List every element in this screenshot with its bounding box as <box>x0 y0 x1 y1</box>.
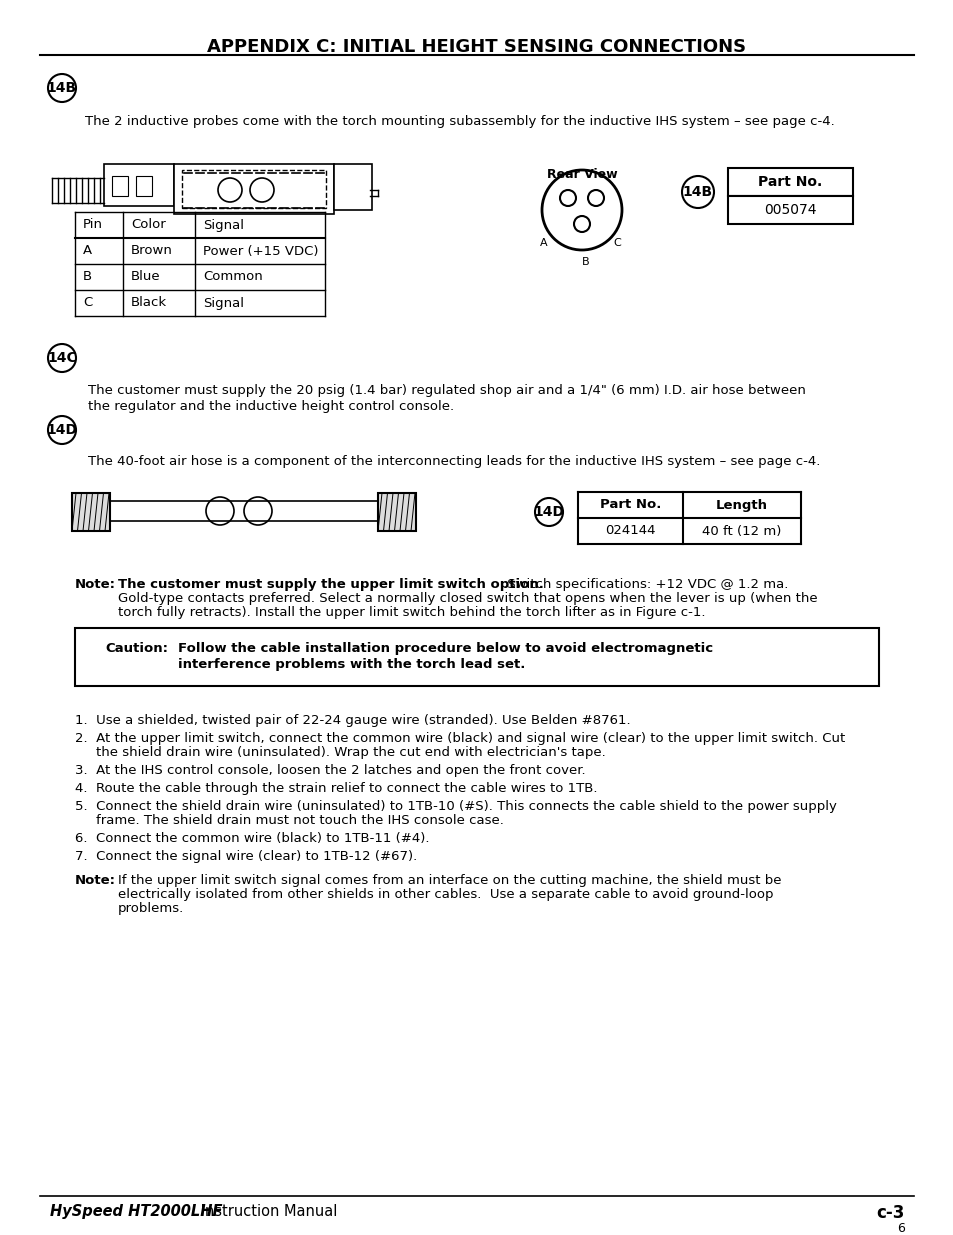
Text: the regulator and the inductive height control console.: the regulator and the inductive height c… <box>88 400 454 412</box>
Text: 7.  Connect the signal wire (clear) to 1TB-12 (#67).: 7. Connect the signal wire (clear) to 1T… <box>75 850 416 863</box>
Text: Switch specifications: +12 VDC @ 1.2 ma.: Switch specifications: +12 VDC @ 1.2 ma. <box>502 578 787 592</box>
Text: APPENDIX C: INITIAL HEIGHT SENSING CONNECTIONS: APPENDIX C: INITIAL HEIGHT SENSING CONNE… <box>207 38 746 56</box>
FancyBboxPatch shape <box>334 164 372 210</box>
FancyBboxPatch shape <box>173 164 334 214</box>
FancyBboxPatch shape <box>377 493 416 531</box>
Text: The customer must supply the upper limit switch option.: The customer must supply the upper limit… <box>118 578 543 592</box>
Text: Blue: Blue <box>131 270 160 284</box>
Text: electrically isolated from other shields in other cables.  Use a separate cable : electrically isolated from other shields… <box>118 888 773 902</box>
Text: c-3: c-3 <box>876 1204 904 1221</box>
FancyBboxPatch shape <box>104 164 173 206</box>
Text: 14D: 14D <box>47 424 77 437</box>
Text: 3.  At the IHS control console, loosen the 2 latches and open the front cover.: 3. At the IHS control console, loosen th… <box>75 764 585 777</box>
Text: Pin: Pin <box>83 219 103 231</box>
FancyBboxPatch shape <box>727 196 852 224</box>
Text: B: B <box>581 257 589 267</box>
Text: 1.  Use a shielded, twisted pair of 22-24 gauge wire (stranded). Use Belden #876: 1. Use a shielded, twisted pair of 22-24… <box>75 714 630 727</box>
Text: Color: Color <box>131 219 166 231</box>
Text: If the upper limit switch signal comes from an interface on the cutting machine,: If the upper limit switch signal comes f… <box>118 874 781 887</box>
Text: frame. The shield drain must not touch the IHS console case.: frame. The shield drain must not touch t… <box>96 814 503 827</box>
Text: problems.: problems. <box>118 902 184 915</box>
Text: Black: Black <box>131 296 167 310</box>
Text: 14C: 14C <box>47 351 77 366</box>
Text: Gold-type contacts preferred. Select a normally closed switch that opens when th: Gold-type contacts preferred. Select a n… <box>118 592 817 605</box>
Text: C: C <box>83 296 92 310</box>
FancyBboxPatch shape <box>71 493 110 531</box>
Text: A: A <box>83 245 92 258</box>
Text: 6: 6 <box>896 1221 904 1235</box>
Text: Power (+15 VDC): Power (+15 VDC) <box>203 245 318 258</box>
Text: Caution:: Caution: <box>105 642 168 655</box>
Text: Note:: Note: <box>75 874 116 887</box>
Text: 2.  At the upper limit switch, connect the common wire (black) and signal wire (: 2. At the upper limit switch, connect th… <box>75 732 844 745</box>
Text: Part No.: Part No. <box>758 175 821 189</box>
Text: Rear View: Rear View <box>546 168 617 182</box>
Text: A: A <box>539 238 547 248</box>
Text: Part No.: Part No. <box>599 499 660 511</box>
FancyBboxPatch shape <box>727 168 852 196</box>
Text: 14B: 14B <box>682 185 712 199</box>
Text: B: B <box>83 270 92 284</box>
Text: Common: Common <box>203 270 262 284</box>
Text: Brown: Brown <box>131 245 172 258</box>
Text: interference problems with the torch lead set.: interference problems with the torch lea… <box>178 658 525 671</box>
Text: Note:: Note: <box>75 578 116 592</box>
Text: The 40-foot air hose is a component of the interconnecting leads for the inducti: The 40-foot air hose is a component of t… <box>88 454 820 468</box>
Text: Length: Length <box>716 499 767 511</box>
Text: Signal: Signal <box>203 296 244 310</box>
Text: 005074: 005074 <box>763 203 816 217</box>
Text: HySpeed HT2000LHF: HySpeed HT2000LHF <box>50 1204 222 1219</box>
Text: Follow the cable installation procedure below to avoid electromagnetic: Follow the cable installation procedure … <box>178 642 713 655</box>
Text: 14B: 14B <box>47 82 77 95</box>
Text: 40 ft (12 m): 40 ft (12 m) <box>701 525 781 537</box>
Text: The 2 inductive probes come with the torch mounting subassembly for the inductiv: The 2 inductive probes come with the tor… <box>85 115 834 128</box>
Text: torch fully retracts). Install the upper limit switch behind the torch lifter as: torch fully retracts). Install the upper… <box>118 606 705 619</box>
Text: The customer must supply the 20 psig (1.4 bar) regulated shop air and a 1/4" (6 : The customer must supply the 20 psig (1.… <box>88 384 805 396</box>
Text: the shield drain wire (uninsulated). Wrap the cut end with electrician's tape.: the shield drain wire (uninsulated). Wra… <box>96 746 605 760</box>
Text: 14D: 14D <box>533 505 564 519</box>
Text: Instruction Manual: Instruction Manual <box>195 1204 337 1219</box>
Text: 024144: 024144 <box>604 525 655 537</box>
Text: Signal: Signal <box>203 219 244 231</box>
Text: 6.  Connect the common wire (black) to 1TB-11 (#4).: 6. Connect the common wire (black) to 1T… <box>75 832 429 845</box>
Text: C: C <box>613 238 620 248</box>
Text: 5.  Connect the shield drain wire (uninsulated) to 1TB-10 (#S). This connects th: 5. Connect the shield drain wire (uninsu… <box>75 800 836 813</box>
Text: 4.  Route the cable through the strain relief to connect the cable wires to 1TB.: 4. Route the cable through the strain re… <box>75 782 597 795</box>
